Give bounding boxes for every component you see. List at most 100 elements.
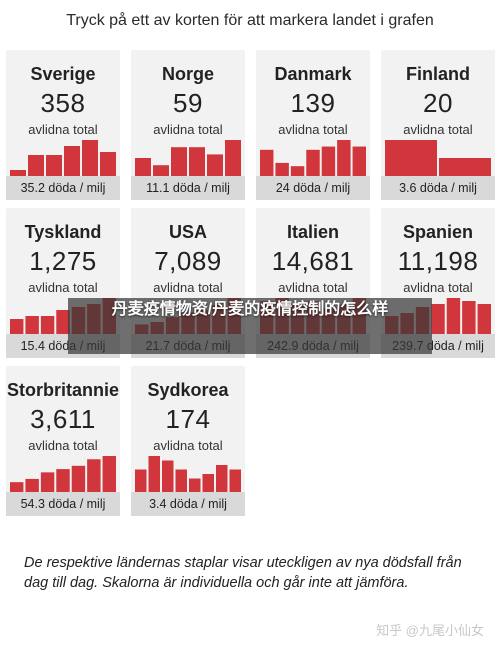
daily-deaths-bar <box>229 469 241 492</box>
daily-deaths-bar <box>225 140 241 176</box>
daily-deaths-bar <box>102 456 116 492</box>
daily-deaths-bar <box>71 465 86 492</box>
country-card[interactable]: Norge 59 avlidna total 11.1 döda / milj <box>131 50 245 200</box>
total-unit-label: avlidna total <box>153 122 223 137</box>
country-name: Norge <box>161 64 214 84</box>
daily-deaths-bar <box>10 319 24 334</box>
country-card[interactable]: Storbritannie 3,611 avlidna total 54.3 döda… <box>6 366 120 516</box>
death-total: 174 <box>165 404 211 434</box>
daily-deaths-bar-chart <box>10 140 116 176</box>
country-name: Sydkorea <box>147 380 229 400</box>
daily-deaths-bar <box>337 140 351 176</box>
daily-deaths-bar <box>135 158 151 176</box>
country-name: Danmark <box>274 64 352 84</box>
country-name: Storbritannie <box>6 380 119 400</box>
daily-deaths-bar <box>148 456 160 492</box>
country-card[interactable]: Sverige 358 avlidna total 35.2 döda / milj <box>6 50 120 200</box>
daily-deaths-bar <box>321 146 336 176</box>
daily-deaths-bar-chart <box>10 456 116 492</box>
total-unit-label: avlidna total <box>278 122 348 137</box>
daily-deaths-bar <box>40 316 55 334</box>
deaths-per-million: 11.1 döda / milj <box>146 181 230 195</box>
card-footer: 11.1 döda / milj <box>131 176 245 200</box>
country-name: Italien <box>286 222 339 242</box>
country-card[interactable]: Sydkorea 174 avlidna total 3.4 döda / milj <box>131 366 245 516</box>
total-unit-label: avlidna total <box>403 122 473 137</box>
country-name: Tyskland <box>24 222 102 242</box>
daily-deaths-bar <box>56 310 70 334</box>
daily-deaths-bar <box>462 301 476 334</box>
daily-deaths-bar <box>202 474 214 492</box>
death-total: 14,681 <box>271 246 355 276</box>
page-title: Tryck på ett av korten för att markera l… <box>66 12 434 29</box>
country-name: Sverige <box>30 64 96 84</box>
daily-deaths-bar <box>385 140 437 176</box>
article-title: 丹麦疫情物资/丹麦的疫情控制的怎么样 <box>111 301 389 318</box>
daily-deaths-bar <box>162 460 174 492</box>
daily-deaths-bar <box>28 155 44 176</box>
death-total: 1,275 <box>29 246 97 276</box>
daily-deaths-bar <box>260 149 274 176</box>
daily-deaths-bar <box>352 146 366 176</box>
daily-deaths-bar <box>100 152 116 176</box>
watermark-text: 知乎 @九尾小仙女 <box>376 623 484 638</box>
death-total: 20 <box>423 88 453 118</box>
card-footer: 3.6 döda / milj <box>381 176 495 200</box>
daily-deaths-bar-chart <box>135 456 241 492</box>
death-total: 358 <box>40 88 86 118</box>
country-card[interactable]: Finland 20 avlidna total 3.6 döda / milj <box>381 50 495 200</box>
daily-deaths-bar <box>135 469 147 492</box>
daily-deaths-bar <box>25 478 39 492</box>
card-footer: 35.2 döda / milj <box>6 176 120 200</box>
daily-deaths-bar <box>64 146 80 176</box>
daily-deaths-bar <box>82 140 98 176</box>
chart-caption: De respektive ländernas staplar visar ut… <box>24 555 462 591</box>
daily-deaths-bar <box>10 482 24 492</box>
total-unit-label: avlidna total <box>153 438 223 453</box>
daily-deaths-bar <box>56 469 70 492</box>
daily-deaths-bar <box>477 304 491 334</box>
death-total: 7,089 <box>154 246 222 276</box>
country-card[interactable]: Tyskland 1,275 avlidna total 15.4 döda / mi… <box>6 208 120 358</box>
country-name: USA <box>168 222 207 242</box>
country-name: Finland <box>406 64 470 84</box>
country-name: Spanien <box>402 222 473 242</box>
daily-deaths-bar <box>446 298 461 334</box>
daily-deaths-bar <box>175 469 187 492</box>
daily-deaths-bar <box>216 465 228 492</box>
daily-deaths-bar <box>153 165 169 176</box>
daily-deaths-bar <box>207 154 223 176</box>
total-unit-label: avlidna total <box>28 280 98 295</box>
total-unit-label: avlidna total <box>153 280 223 295</box>
daily-deaths-bar <box>275 162 289 176</box>
daily-deaths-bar <box>439 158 491 176</box>
death-total: 139 <box>290 88 336 118</box>
card-footer: 54.3 döda / milj <box>6 492 120 516</box>
total-unit-label: avlidna total <box>28 438 98 453</box>
total-unit-label: avlidna total <box>28 122 98 137</box>
card-footer: 24 döda / milj <box>256 176 370 200</box>
daily-deaths-bar <box>40 472 55 492</box>
total-unit-label: avlidna total <box>403 280 473 295</box>
total-unit-label: avlidna total <box>278 280 348 295</box>
daily-deaths-bar-chart <box>385 140 491 176</box>
daily-deaths-bar <box>306 149 320 176</box>
daily-deaths-bar <box>10 170 26 176</box>
deaths-per-million: 24 döda / milj <box>275 181 351 195</box>
daily-deaths-bar <box>189 147 205 176</box>
daily-deaths-bar-chart <box>260 140 366 176</box>
daily-deaths-bar <box>431 304 445 334</box>
article-title-overlay <box>68 298 432 354</box>
deaths-per-million: 3.4 döda / milj <box>149 497 227 511</box>
daily-deaths-bar-chart <box>135 140 241 176</box>
daily-deaths-bar <box>189 478 201 492</box>
daily-deaths-bar <box>171 147 187 176</box>
deaths-per-million: 54.3 döda / milj <box>20 497 106 511</box>
daily-deaths-bar <box>290 166 305 176</box>
death-total: 3,611 <box>30 404 96 434</box>
death-total: 11,198 <box>397 246 479 276</box>
daily-deaths-bar <box>25 316 39 334</box>
country-card[interactable]: Danmark 139 avlidna total 24 döda / milj <box>256 50 370 200</box>
daily-deaths-bar <box>87 459 101 492</box>
deaths-per-million: 3.6 döda / milj <box>399 181 477 195</box>
